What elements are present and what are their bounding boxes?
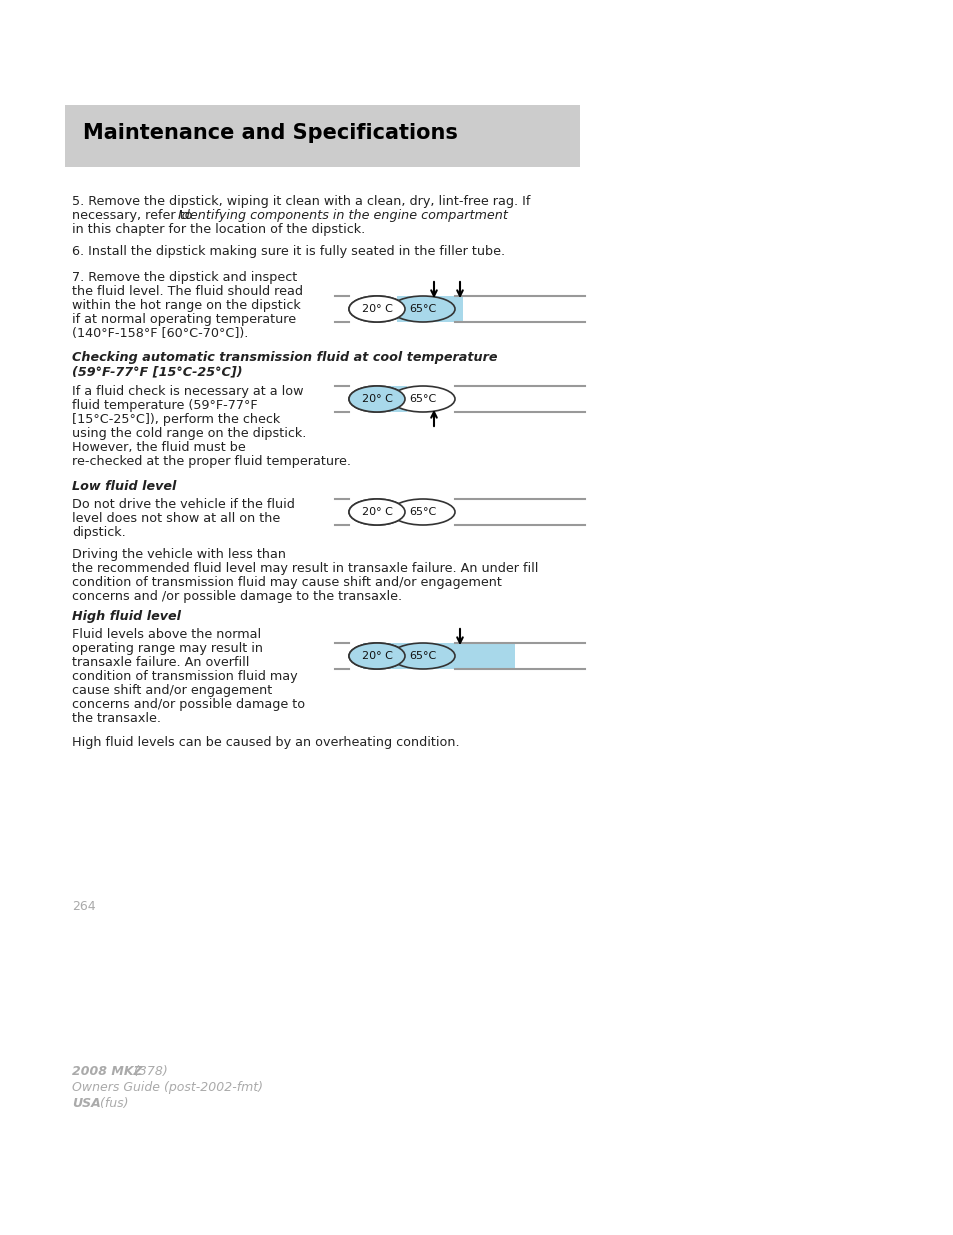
Text: If a fluid check is necessary at a low: If a fluid check is necessary at a low — [71, 385, 303, 398]
FancyBboxPatch shape — [389, 387, 407, 412]
Text: dipstick.: dipstick. — [71, 526, 126, 538]
Text: using the cold range on the dipstick.: using the cold range on the dipstick. — [71, 427, 306, 440]
Text: 7. Remove the dipstick and inspect: 7. Remove the dipstick and inspect — [71, 270, 297, 284]
Ellipse shape — [349, 296, 405, 322]
Text: (140°F-158°F [60°C-70°C]).: (140°F-158°F [60°C-70°C]). — [71, 327, 248, 340]
Text: 65°C: 65°C — [409, 508, 436, 517]
Ellipse shape — [391, 296, 455, 322]
Text: the recommended fluid level may result in transaxle failure. An under fill: the recommended fluid level may result i… — [71, 562, 537, 576]
Text: Fluid levels above the normal: Fluid levels above the normal — [71, 629, 261, 641]
Text: fluid temperature (59°F-77°F: fluid temperature (59°F-77°F — [71, 399, 257, 412]
Text: level does not show at all on the: level does not show at all on the — [71, 513, 280, 525]
Text: 6. Install the dipstick making sure it is fully seated in the filler tube.: 6. Install the dipstick making sure it i… — [71, 245, 504, 258]
Ellipse shape — [349, 643, 405, 669]
Text: Low fluid level: Low fluid level — [71, 480, 176, 493]
Text: High fluid level: High fluid level — [71, 610, 181, 622]
Bar — [65, 105, 579, 167]
FancyBboxPatch shape — [363, 643, 515, 669]
Text: However, the fluid must be: However, the fluid must be — [71, 441, 246, 454]
Text: 20° C: 20° C — [361, 651, 392, 661]
Ellipse shape — [349, 296, 405, 322]
Text: cause shift and/or engagement: cause shift and/or engagement — [71, 684, 272, 697]
Text: [15°C-25°C]), perform the check: [15°C-25°C]), perform the check — [71, 412, 280, 426]
Text: transaxle failure. An overfill: transaxle failure. An overfill — [71, 656, 249, 669]
Ellipse shape — [349, 643, 405, 669]
Text: 20° C: 20° C — [361, 394, 392, 404]
Text: (fus): (fus) — [96, 1097, 129, 1110]
Ellipse shape — [391, 387, 455, 412]
Text: operating range may result in: operating range may result in — [71, 642, 263, 655]
Text: concerns and/or possible damage to: concerns and/or possible damage to — [71, 698, 305, 711]
Text: within the hot range on the dipstick: within the hot range on the dipstick — [71, 299, 300, 312]
Text: if at normal operating temperature: if at normal operating temperature — [71, 312, 295, 326]
FancyBboxPatch shape — [396, 296, 455, 322]
Text: Driving the vehicle with less than: Driving the vehicle with less than — [71, 548, 286, 561]
Text: Owners Guide (post-2002-fmt): Owners Guide (post-2002-fmt) — [71, 1081, 263, 1094]
Text: 65°C: 65°C — [409, 651, 436, 661]
Text: Identifying components in the engine compartment: Identifying components in the engine com… — [178, 209, 507, 222]
Text: the fluid level. The fluid should read: the fluid level. The fluid should read — [71, 285, 303, 298]
Text: Checking automatic transmission fluid at cool temperature: Checking automatic transmission fluid at… — [71, 351, 497, 364]
Text: 65°C: 65°C — [409, 304, 436, 314]
Ellipse shape — [349, 387, 405, 412]
Text: 20° C: 20° C — [361, 304, 392, 314]
Ellipse shape — [391, 499, 455, 525]
Text: the transaxle.: the transaxle. — [71, 713, 161, 725]
Ellipse shape — [349, 387, 405, 412]
Text: 2008 MKZ: 2008 MKZ — [71, 1065, 143, 1078]
Ellipse shape — [349, 499, 405, 525]
Text: condition of transmission fluid may: condition of transmission fluid may — [71, 671, 297, 683]
Text: 264: 264 — [71, 900, 95, 913]
Ellipse shape — [349, 499, 405, 525]
Text: necessary, refer to: necessary, refer to — [71, 209, 196, 222]
Text: 65°C: 65°C — [409, 394, 436, 404]
Text: 20° C: 20° C — [361, 508, 392, 517]
Ellipse shape — [391, 643, 455, 669]
Text: (59°F-77°F [15°C-25°C]): (59°F-77°F [15°C-25°C]) — [71, 366, 242, 378]
Text: USA: USA — [71, 1097, 101, 1110]
Text: (378): (378) — [130, 1065, 168, 1078]
Text: 5. Remove the dipstick, wiping it clean with a clean, dry, lint-free rag. If: 5. Remove the dipstick, wiping it clean … — [71, 195, 530, 207]
Text: High fluid levels can be caused by an overheating condition.: High fluid levels can be caused by an ov… — [71, 736, 459, 748]
Text: Maintenance and Specifications: Maintenance and Specifications — [83, 124, 457, 143]
Bar — [455, 296, 462, 322]
Text: condition of transmission fluid may cause shift and/or engagement: condition of transmission fluid may caus… — [71, 576, 501, 589]
Text: re-checked at the proper fluid temperature.: re-checked at the proper fluid temperatu… — [71, 454, 351, 468]
Text: in this chapter for the location of the dipstick.: in this chapter for the location of the … — [71, 224, 365, 236]
Text: concerns and /or possible damage to the transaxle.: concerns and /or possible damage to the … — [71, 590, 402, 603]
Text: Do not drive the vehicle if the fluid: Do not drive the vehicle if the fluid — [71, 498, 294, 511]
